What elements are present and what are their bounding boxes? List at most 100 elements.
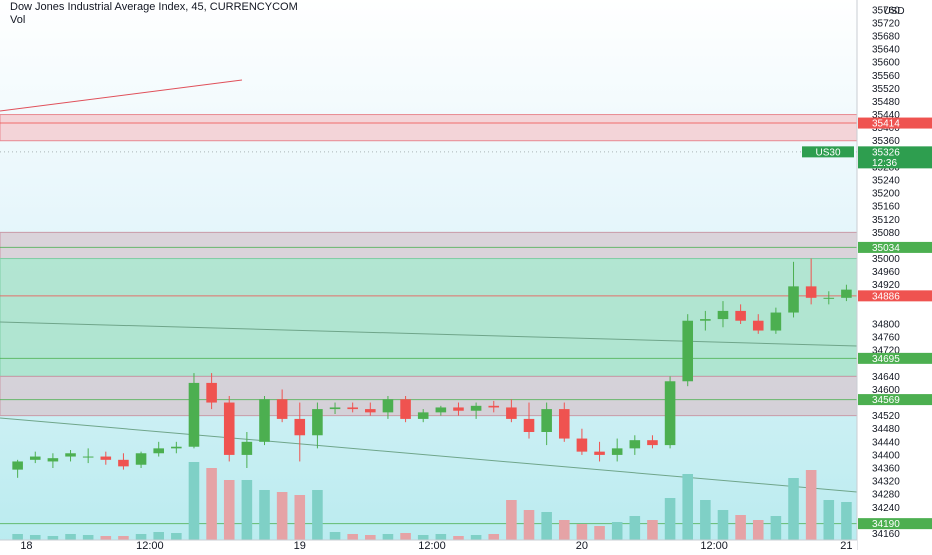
candle-body: [435, 407, 447, 413]
volume-bar: [65, 534, 76, 540]
volume-bar: [417, 535, 429, 540]
candle-body: [788, 286, 799, 313]
trendline-lower: [0, 417, 858, 493]
candle-body: [82, 456, 94, 458]
candle-body: [276, 399, 288, 419]
volume-bar: [541, 512, 552, 540]
symbol-tag-label: US30: [815, 147, 840, 158]
price-tick-label: 34960: [872, 267, 900, 278]
time-tick-label: 12:00: [700, 540, 728, 550]
volume-bar: [700, 500, 711, 540]
candle-body: [153, 448, 164, 454]
volume-bar: [206, 468, 217, 540]
zone-gray: [0, 231, 858, 260]
volume-bar: [118, 536, 129, 540]
time-tick-label: 19: [294, 540, 306, 550]
volume-bar: [435, 534, 447, 540]
volume-bar: [629, 516, 641, 540]
volume-bar: [241, 480, 253, 540]
candle-body: [823, 297, 835, 299]
volume-bar: [312, 490, 323, 540]
volume-bar: [12, 534, 23, 540]
candle-body: [576, 438, 588, 452]
price-tick-label: 35520: [872, 84, 900, 95]
candle-body: [188, 382, 200, 447]
volume-bar: [171, 533, 182, 540]
candle-body: [700, 319, 711, 321]
candle-body: [841, 289, 852, 298]
candle-body: [100, 456, 112, 460]
price-tick-label: 35200: [872, 189, 900, 200]
time-tick-label: 18: [20, 540, 32, 550]
price-badge-label: 34569: [872, 395, 900, 406]
candle-body: [118, 459, 129, 467]
price-tick-label: 34720: [872, 346, 900, 357]
price-tick-label: 35680: [872, 32, 900, 43]
price-tick-label: 35640: [872, 45, 900, 56]
price-tick-label: 35400: [872, 123, 900, 134]
volume-bar: [611, 522, 623, 540]
volume-bar: [682, 474, 694, 540]
volume-bar: [576, 524, 588, 540]
candle-body: [629, 440, 641, 449]
price-axis-bg: [857, 0, 932, 550]
time-tick-label: 21: [840, 540, 852, 550]
symbol-tag: [802, 146, 854, 158]
volume-bar: [664, 498, 676, 540]
price-tick-label: 34640: [872, 372, 900, 383]
price-tick-label: 34760: [872, 333, 900, 344]
price-badge-label: 34886: [872, 291, 900, 302]
candle-body: [805, 286, 817, 298]
candle-body: [470, 405, 482, 411]
candle-body: [241, 441, 253, 455]
time-tick-label: 20: [576, 540, 588, 550]
price-tick-label: 35720: [872, 18, 900, 29]
volume-bar: [506, 500, 517, 540]
volume-bar: [841, 502, 852, 540]
candle-body: [541, 409, 552, 432]
trendline-green: [0, 321, 858, 347]
price-badge-countdown: 12:36: [872, 158, 897, 169]
price-tick-label: 35440: [872, 110, 900, 121]
candle-body: [329, 407, 341, 410]
candle-body: [717, 310, 729, 320]
price-badge: [858, 146, 932, 169]
candle-body: [347, 407, 358, 410]
price-tick-label: 34520: [872, 411, 900, 422]
price-tick-label: 34440: [872, 437, 900, 448]
candle-body: [400, 399, 411, 419]
volume-bar: [717, 510, 729, 540]
time-tick-label: 12:00: [418, 540, 446, 550]
price-tick-label: 34400: [872, 450, 900, 461]
price-badge-label: 35034: [872, 243, 900, 254]
volume-bar: [47, 536, 59, 540]
volume-bar: [453, 536, 464, 540]
volume-bar: [329, 532, 341, 540]
candle-body: [611, 448, 623, 455]
candle-body: [65, 453, 76, 457]
price-badge-label: 34695: [872, 354, 900, 365]
candle-body: [682, 320, 694, 382]
time-tick-label: 12:00: [136, 540, 164, 550]
price-tick-label: 35560: [872, 71, 900, 82]
price-badge-label: 35326: [872, 147, 900, 158]
candle-body: [752, 320, 764, 331]
volume-bar: [647, 520, 658, 540]
zone-gray: [0, 375, 858, 417]
candle-body: [312, 409, 323, 436]
volume-bar: [823, 500, 835, 540]
volume-bar: [223, 480, 235, 540]
candle-body: [47, 458, 59, 462]
price-tick-label: 34800: [872, 320, 900, 331]
volume-bar: [523, 510, 535, 540]
price-tick-label: 35160: [872, 202, 900, 213]
price-badge: [858, 518, 932, 530]
currency-label: USD: [883, 6, 904, 17]
volume-bar: [294, 495, 306, 540]
price-tick-label: 35080: [872, 228, 900, 239]
candle-body: [506, 407, 517, 419]
candle-body: [223, 402, 235, 455]
candle-body: [664, 381, 676, 446]
